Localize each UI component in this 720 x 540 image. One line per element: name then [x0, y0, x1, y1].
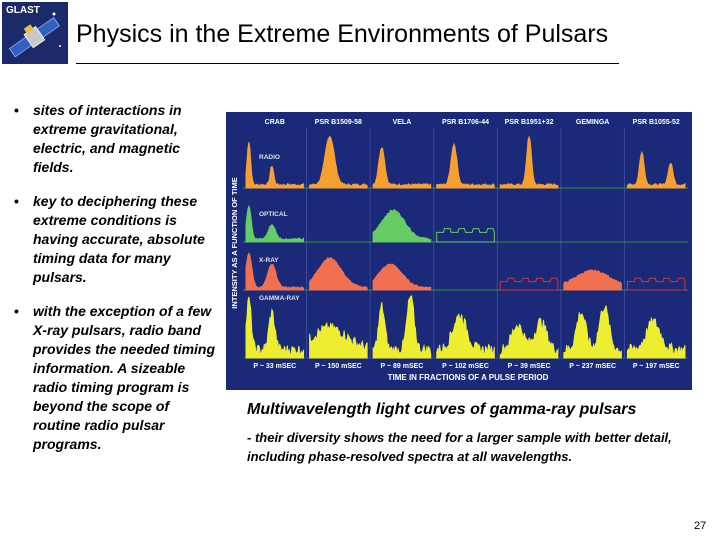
pulsar-period: P ~ 237 mSEC [569, 363, 616, 370]
band-label: RADIO [259, 154, 280, 161]
light-curve-radio [626, 150, 686, 189]
light-curve-radio [436, 142, 495, 189]
light-curve-xray [626, 277, 686, 291]
pulsar-period: P ~ 39 mSEC [508, 363, 551, 370]
light-curve-gamma [563, 305, 622, 359]
light-curve-xray [563, 269, 622, 291]
satellite-icon [8, 17, 60, 58]
light-curve-gamma [436, 313, 495, 359]
band-label: OPTICAL [259, 211, 288, 218]
light-curve-radio [372, 147, 432, 189]
pulsar-period: P ~ 102 mSEC [442, 363, 489, 370]
pulsar-name: PSR B1706-44 [442, 119, 489, 126]
bullet-item: • with the exception of a few X-ray pulsa… [14, 302, 219, 454]
y-axis-label: INTENSITY AS A FUNCTION OF TIME [230, 177, 239, 309]
bullet-marker: • [14, 193, 19, 209]
pulsar-name: VELA [393, 119, 412, 126]
light-curve-xray [309, 256, 368, 291]
light-curve-gamma [309, 321, 368, 359]
bullet-list: • sites of interactions in extreme gravit… [14, 101, 219, 469]
band-label: X-RAY [259, 257, 279, 264]
page-number: 27 [694, 520, 707, 532]
pulsar-period: P ~ 33 mSEC [253, 363, 296, 370]
light-curve-gamma [626, 317, 686, 359]
figure-caption-body: - their diversity shows the need for a l… [247, 430, 672, 464]
light-curve-figure: CRAB P ~ 33 mSEC PSR B1509-58 P ~ 150 mSEC V… [226, 112, 692, 390]
light-curve-gamma [499, 317, 559, 359]
light-curve-optical [245, 204, 305, 243]
pulsar-period: P ~ 197 mSEC [633, 363, 680, 370]
logo-text: GLAST [6, 5, 40, 16]
figure-curves [245, 135, 686, 359]
bullet-text: sites of interactions in extreme gravita… [33, 102, 182, 175]
light-curve-optical [372, 208, 432, 243]
light-curve-xray [245, 252, 305, 291]
x-axis-label: TIME IN FRACTIONS OF A PULSE PERIOD [388, 373, 549, 382]
light-curve-xray [499, 277, 559, 291]
light-curve-gamma [245, 296, 305, 359]
light-curve-optical [436, 228, 495, 243]
figure-labels: CRAB P ~ 33 mSEC PSR B1509-58 P ~ 150 mSEC V… [230, 119, 680, 382]
bullet-marker: • [14, 102, 19, 118]
pulsar-name: PSR B1055-52 [633, 119, 680, 126]
title-divider [76, 63, 619, 64]
bullet-item: • sites of interactions in extreme gravit… [14, 101, 219, 177]
light-curve-xray [372, 263, 432, 291]
bullet-item: • key to deciphering these extreme condit… [14, 192, 219, 287]
bullet-text: with the exception of a few X-ray pulsar… [33, 303, 216, 452]
light-curve-radio [245, 142, 305, 189]
pulsar-period: P ~ 89 mSEC [380, 363, 423, 370]
pulsar-name: CRAB [265, 119, 285, 126]
slide-title: Physics in the Extreme Environments of P… [76, 20, 609, 48]
pulsar-period: P ~ 150 mSEC [315, 363, 362, 370]
band-label: GAMMA-RAY [259, 295, 300, 302]
light-curve-gamma [372, 295, 432, 359]
pulsar-name: PSR B1509-58 [315, 119, 362, 126]
pulsar-name: GEMINGA [576, 119, 609, 126]
figure-caption-title: Multiwavelength light curves of gamma-ra… [247, 401, 637, 418]
pulsar-name: PSR B1951+32 [505, 119, 554, 126]
bullet-text: key to deciphering these extreme conditi… [33, 193, 205, 285]
light-curve-radio [499, 135, 559, 189]
glast-logo: GLAST [2, 2, 68, 64]
light-curve-radio [309, 135, 368, 189]
bullet-marker: • [14, 303, 19, 319]
